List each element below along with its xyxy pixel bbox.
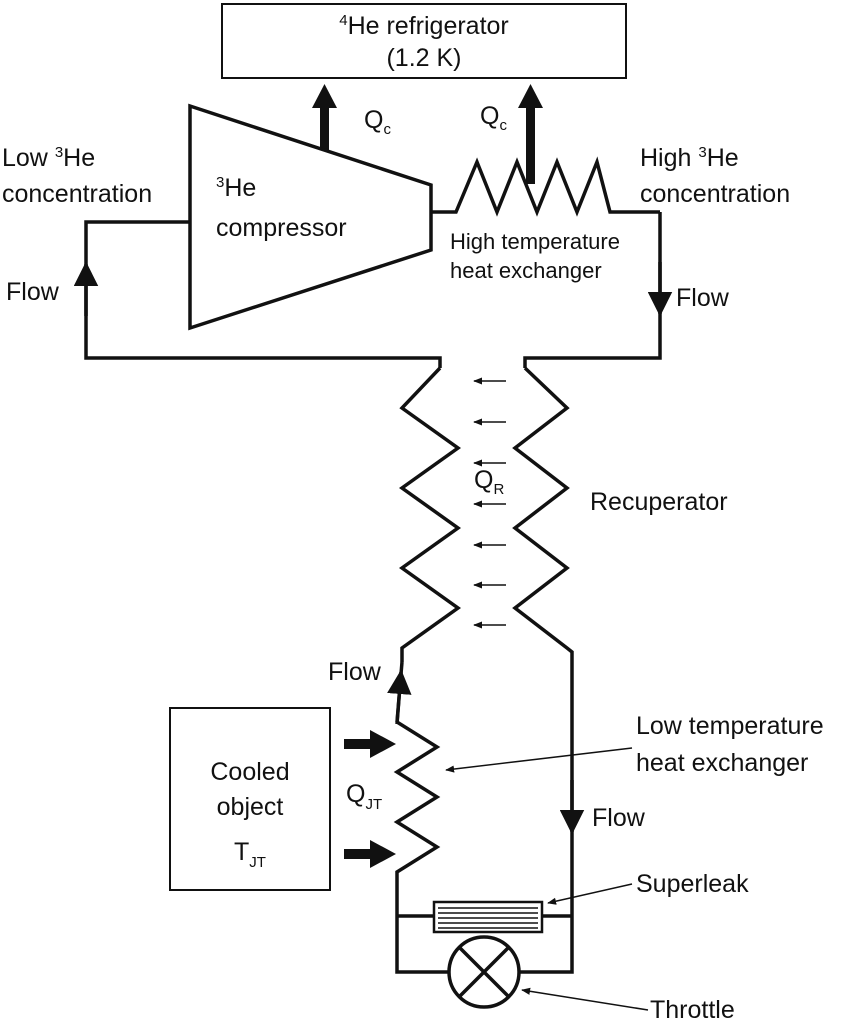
cooled-object-label-line2: object [217, 793, 284, 821]
qjt-label: QJT [346, 780, 382, 813]
high-concentration-label-line2: concentration [640, 180, 790, 208]
low-temperature-heat-exchanger [393, 720, 441, 916]
qjt-heat-arrow-lower [344, 840, 396, 868]
throttle-pointer-line [521, 987, 649, 1011]
lthx-pointer-line [445, 747, 633, 773]
flow-label-left-lower: Flow [328, 658, 382, 686]
high-concentration-label-line1: High 3He [640, 144, 739, 172]
compressor-label-line2: compressor [216, 214, 347, 242]
recuperator-right-zigzag [512, 366, 574, 660]
flow-arrow-left-lower [387, 669, 412, 725]
cooled-object-box [169, 707, 331, 891]
superleak [432, 900, 544, 934]
he3-compressor [188, 103, 433, 331]
cooled-object-label-line1: Cooled [210, 758, 289, 786]
recuperator-label: Recuperator [590, 488, 728, 516]
throttle-label: Throttle [650, 996, 735, 1024]
low-concentration-label-line2: concentration [2, 180, 152, 208]
throttle-pipe-right [519, 916, 574, 974]
superleak-pointer-line [547, 883, 633, 905]
hthx-label-line1: High temperature [450, 229, 620, 254]
refrigerator-title: 4He refrigerator [339, 12, 509, 40]
throttle-valve [447, 935, 521, 1009]
qjt-heat-arrow-upper [344, 730, 396, 758]
low-concentration-label-line1: Low 3He [2, 144, 95, 172]
qc-label-left: Qc [364, 106, 391, 138]
hthx-label-line2: heat exchanger [450, 258, 602, 283]
qc-heat-arrow-right [518, 84, 543, 184]
qr-label: QR [474, 466, 504, 498]
tjt-label: TJT [234, 838, 266, 871]
pipe-left-upper [84, 220, 442, 368]
recuperator-left-zigzag [398, 366, 462, 662]
lthx-label-line1: Low temperature [636, 712, 824, 740]
compressor-label-line1: 3He [216, 174, 256, 202]
flow-label-left-upper: Flow [6, 278, 60, 306]
throttle-pipe-left [395, 916, 449, 974]
he4-refrigerator-box: 4He refrigerator (1.2 K) [221, 3, 627, 79]
refrigerator-temperature: (1.2 K) [386, 44, 461, 72]
qc-heat-arrow-left [312, 84, 337, 150]
lthx-label-line2: heat exchanger [636, 749, 808, 777]
flow-label-right-upper: Flow [676, 284, 730, 312]
qr-heat-arrows [473, 377, 506, 629]
high-temperature-heat-exchanger [431, 156, 660, 217]
superleak-label: Superleak [636, 870, 749, 898]
flow-label-right-lower: Flow [592, 804, 646, 832]
qc-label-right: Qc [480, 102, 507, 134]
